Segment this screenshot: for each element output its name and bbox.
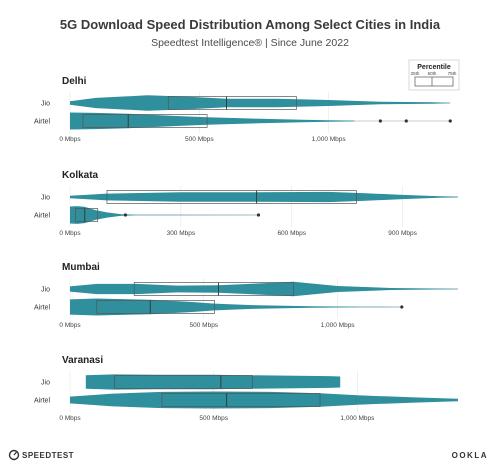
panel-varanasi: Varanasi 0 Mbps 500 Mbps 1,000 Mbps Jio Airte… <box>34 355 458 422</box>
tick-label: 1,000 Mbps <box>321 322 356 329</box>
iqr-box <box>106 190 357 204</box>
outlier-point <box>123 213 128 217</box>
tick-label: 1,000 Mbps <box>340 415 375 422</box>
iqr-box <box>167 96 297 110</box>
city-label: Kolkata <box>62 170 99 181</box>
iqr-box <box>114 375 253 389</box>
carrier-label: Airtel <box>34 213 50 220</box>
tick-label: 0 Mbps <box>59 322 81 329</box>
city-label: Delhi <box>62 76 87 87</box>
city-label: Mumbai <box>62 262 100 273</box>
tick-label: 0 Mbps <box>59 415 81 422</box>
carrier-label: Jio <box>41 195 50 202</box>
series-jio: Jio <box>41 190 458 204</box>
legend-title: Percentile <box>417 64 451 71</box>
tick-label: 0 Mbps <box>59 136 81 143</box>
panel-kolkata: Kolkata 0 Mbps 300 Mbps 600 Mbps 900 Mbps Jio… <box>34 170 458 237</box>
tick-label: 500 Mbps <box>199 415 228 422</box>
city-label: Varanasi <box>62 355 103 366</box>
speedtest-logo-icon <box>8 449 20 461</box>
carrier-label: Airtel <box>34 119 50 126</box>
outlier-point <box>404 119 408 123</box>
legend-label-25: 25th <box>411 71 420 76</box>
carrier-label: Jio <box>41 287 50 294</box>
outlier-point <box>448 119 452 123</box>
series-jio: Jio <box>41 95 451 111</box>
speedtest-logo-needle <box>13 451 17 456</box>
tick-label: 500 Mbps <box>190 322 219 329</box>
violin-shape <box>85 374 341 390</box>
iqr-box <box>75 208 99 222</box>
carrier-label: Airtel <box>34 398 50 405</box>
carrier-label: Jio <box>41 380 50 387</box>
series-airtel: Airtel <box>34 112 452 130</box>
speedtest-logo: SPEEDTEST <box>8 449 74 461</box>
series-airtel: Airtel <box>34 206 261 224</box>
violin-shape <box>70 281 458 297</box>
violin-shape <box>70 206 259 224</box>
tick-label: 1,000 Mbps <box>312 136 347 143</box>
series-jio: Jio <box>41 374 341 390</box>
legend-label-75: 75th <box>448 71 457 76</box>
panel-mumbai: Mumbai 0 Mbps 500 Mbps 1,000 Mbps Jio Airtel <box>34 262 458 329</box>
outlier-point <box>400 305 404 309</box>
outlier-point <box>378 119 382 123</box>
percentile-legend: Percentile 25th 50th 75th <box>408 59 460 91</box>
legend-label-50: 50th <box>428 71 437 76</box>
chart-subtitle: Speedtest Intelligence® | Since June 202… <box>151 37 349 49</box>
iqr-box <box>96 300 215 314</box>
speedtest-logo-text: SPEEDTEST <box>22 451 74 460</box>
violin-shape <box>70 95 451 111</box>
tick-label: 600 Mbps <box>277 230 306 237</box>
carrier-label: Jio <box>41 101 50 108</box>
tick-label: 0 Mbps <box>59 230 81 237</box>
iqr-box <box>82 114 208 128</box>
panel-delhi: Delhi 0 Mbps 500 Mbps 1,000 Mbps Jio Airtel <box>34 76 452 143</box>
tick-label: 500 Mbps <box>185 136 214 143</box>
violin-shape <box>70 191 458 203</box>
series-airtel: Airtel <box>34 298 404 316</box>
iqr-box <box>133 282 294 296</box>
legend-box <box>414 76 454 87</box>
chart-title: 5G Download Speed Distribution Among Sel… <box>60 17 441 32</box>
series-airtel: Airtel <box>34 391 458 409</box>
outlier-point <box>256 213 261 217</box>
iqr-box <box>161 393 321 407</box>
tick-label: 300 Mbps <box>167 230 196 237</box>
ookla-logo-text: OOKLA <box>452 451 488 460</box>
violin-shape <box>70 298 402 316</box>
series-jio: Jio <box>41 281 458 297</box>
carrier-label: Airtel <box>34 305 50 312</box>
tick-label: 900 Mbps <box>388 230 417 237</box>
violin-shape <box>70 391 458 409</box>
violin-shape <box>70 112 355 130</box>
